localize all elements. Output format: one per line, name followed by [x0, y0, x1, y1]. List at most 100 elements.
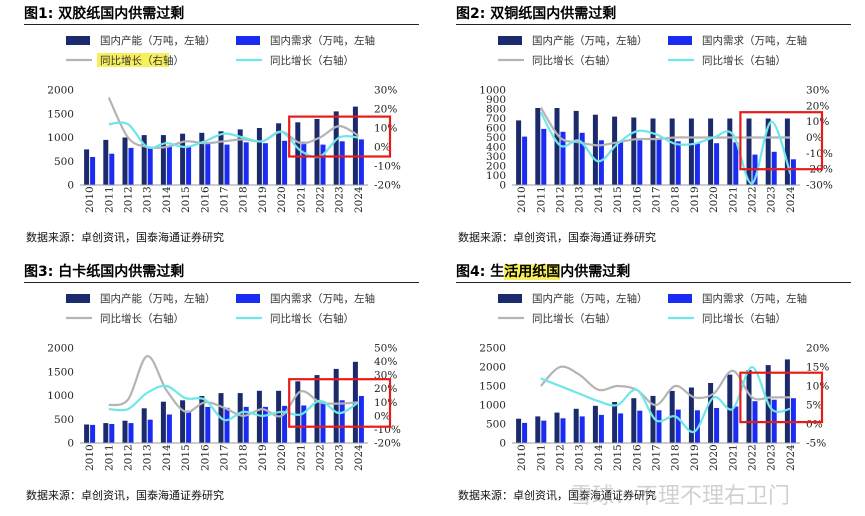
y-right-tick-label: 40%	[374, 356, 397, 368]
x-tick-label: 2013	[142, 186, 154, 213]
bar-demand	[560, 131, 566, 185]
bar-demand	[301, 405, 307, 443]
bar-capacity	[535, 108, 541, 185]
bar-capacity	[295, 122, 301, 185]
y-left-tick-label: 2000	[479, 362, 506, 374]
bar-capacity	[160, 401, 166, 443]
y-right-tick-label: -20%	[374, 438, 401, 450]
x-tick-label: 2022	[315, 444, 327, 471]
bar-capacity	[573, 408, 579, 443]
y-right-tick-label: 30%	[806, 85, 829, 97]
x-tick-label: 2022	[747, 444, 759, 471]
bar-demand	[637, 140, 643, 185]
bar-capacity	[650, 395, 656, 443]
bar-demand	[522, 422, 528, 443]
bar-capacity	[784, 118, 790, 185]
x-tick-label: 2015	[612, 444, 624, 471]
y-right-tick-label: 20%	[806, 100, 829, 112]
legend-label: 同比增长（右轴）	[702, 312, 786, 325]
legend-label: 国内需求（万吨，左轴	[702, 292, 807, 305]
x-tick-label: 2017	[651, 444, 663, 471]
bar-capacity	[516, 120, 522, 185]
x-tick-label: 2016	[631, 186, 643, 213]
bar-demand	[109, 424, 115, 443]
bar-demand	[675, 141, 681, 185]
x-tick-label: 2011	[535, 186, 547, 213]
legend-swatch-bar	[236, 294, 260, 303]
highlight-box	[739, 371, 824, 424]
x-tick-label: 2016	[199, 444, 211, 471]
y-left-tick-label: 700	[486, 113, 506, 125]
line-capacity-growth	[539, 365, 791, 407]
y-left-tick-label: 500	[486, 132, 506, 144]
x-tick-label: 2018	[670, 444, 682, 471]
bar-capacity	[669, 118, 675, 185]
bar-demand	[790, 159, 796, 185]
x-tick-label: 2021	[295, 444, 307, 471]
x-tick-label: 2019	[257, 186, 269, 213]
y-left-tick-label: 2000	[47, 85, 74, 97]
bar-demand	[339, 400, 345, 444]
bar-capacity	[180, 133, 186, 185]
x-tick-label: 2014	[593, 444, 605, 471]
legend-swatch-bar	[668, 294, 692, 303]
legend-label: 国内产能（万吨，左轴）	[100, 292, 216, 305]
bar-capacity	[631, 398, 637, 443]
line-demand-growth	[108, 384, 360, 422]
y-left-tick-label: 500	[54, 414, 74, 426]
figure-title: 图1: 双胶纸国内供需过剩	[24, 6, 185, 22]
x-tick-label: 2012	[123, 186, 135, 213]
bar-demand	[618, 413, 624, 443]
bar-capacity	[784, 359, 790, 443]
y-right-tick-label: 0%	[806, 132, 823, 144]
bar-capacity	[237, 129, 243, 185]
y-right-tick-label: -30%	[806, 180, 833, 192]
legend-label: 同比增长（右轴）	[270, 54, 354, 67]
legend-label: 同比增长（右轴）	[100, 312, 184, 325]
bar-capacity	[295, 381, 301, 444]
x-tick-label: 2010	[84, 444, 96, 471]
y-left-tick-label: 600	[486, 123, 506, 135]
highlight-box	[288, 378, 392, 428]
y-left-tick-label: 100	[486, 170, 506, 182]
x-tick-label: 2013	[142, 444, 154, 471]
bar-demand	[186, 410, 192, 443]
bar-capacity	[746, 370, 752, 443]
bar-capacity	[650, 118, 656, 185]
x-tick-label: 2020	[708, 186, 720, 213]
bar-demand	[262, 143, 268, 185]
x-tick-label: 2020	[708, 444, 720, 471]
data-source-note: 数据来源：卓创资讯，国泰海通证券研究	[26, 489, 224, 502]
legend-label: 同比增长（右轴）	[532, 312, 616, 325]
bar-capacity	[727, 118, 733, 185]
x-tick-label: 2016	[199, 186, 211, 213]
legend-swatch-bar	[498, 294, 522, 303]
x-tick-label: 2015	[180, 444, 192, 471]
y-right-tick-label: 10%	[374, 397, 397, 409]
x-tick-label: 2012	[555, 444, 567, 471]
x-tick-label: 2024	[353, 186, 365, 213]
x-tick-label: 2018	[670, 186, 682, 213]
legend-swatch-bar	[66, 36, 90, 45]
legend-label: 国内需求（万吨，左轴	[270, 292, 375, 305]
legend-label: 国内需求（万吨，左轴	[702, 34, 807, 47]
bar-capacity	[84, 424, 90, 443]
legend-swatch-bar	[236, 36, 260, 45]
x-tick-label: 2017	[651, 186, 663, 213]
y-right-tick-label: 0%	[374, 142, 391, 154]
bar-capacity	[218, 131, 224, 185]
bar-demand	[224, 407, 230, 443]
figure-title: 图4: 生活用纸国内供需过剩	[456, 264, 631, 280]
y-right-tick-label: 20%	[806, 343, 829, 355]
title-rule	[456, 24, 851, 25]
bar-capacity	[688, 387, 694, 443]
y-right-tick-label: 10%	[806, 116, 829, 128]
bar-capacity	[708, 383, 714, 443]
bar-demand	[147, 147, 153, 185]
x-tick-label: 2011	[103, 186, 115, 213]
x-tick-label: 2012	[555, 186, 567, 213]
bar-capacity	[276, 123, 282, 186]
chart-panel-3: 图3: 白卡纸国内供需过剩 国内产能（万吨，左轴） 国内需求（万吨，左轴 同比增长（…	[0, 258, 430, 516]
